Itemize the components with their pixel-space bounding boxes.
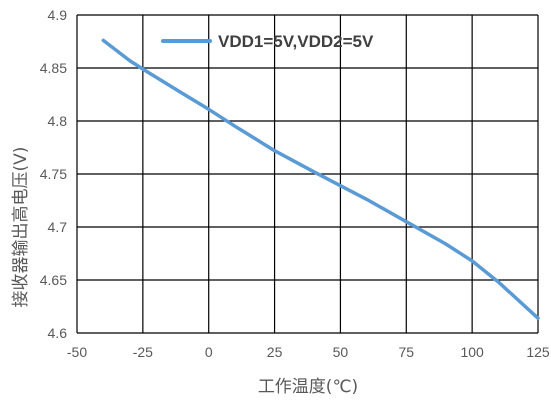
- x-tick-label: -25: [133, 344, 153, 360]
- x-tick-label: 100: [460, 344, 484, 360]
- x-tick-label: -50: [67, 344, 87, 360]
- y-tick-label: 4.7: [48, 219, 68, 235]
- x-tick-label: 125: [526, 344, 550, 360]
- legend: VDD1=5V,VDD2=5V: [161, 32, 374, 51]
- chart-grid: [76, 14, 539, 334]
- series-line: [101, 38, 540, 320]
- x-tick-label: 0: [205, 344, 213, 360]
- series-layer: [101, 38, 540, 320]
- y-tick-label: 4.65: [40, 272, 67, 288]
- y-tick-label: 4.85: [40, 60, 67, 76]
- x-tick-label: 25: [267, 344, 283, 360]
- x-axis-title: 工作温度(℃): [258, 377, 358, 397]
- tick-labels: -50 -25 0 25 50 75 100 125 4.6 4.65 4.7 4.75 4.8 4.85…: [40, 7, 550, 360]
- x-tick-label: 50: [333, 344, 349, 360]
- y-tick-label: 4.75: [40, 166, 67, 182]
- y-tick-label: 4.9: [48, 7, 68, 23]
- y-tick-label: 4.6: [48, 325, 68, 341]
- x-tick-label: 75: [398, 344, 414, 360]
- y-tick-label: 4.8: [48, 113, 68, 129]
- y-axis-title: 接收器输出高电压(V): [11, 147, 31, 308]
- legend-entry: VDD1=5V,VDD2=5V: [218, 32, 374, 51]
